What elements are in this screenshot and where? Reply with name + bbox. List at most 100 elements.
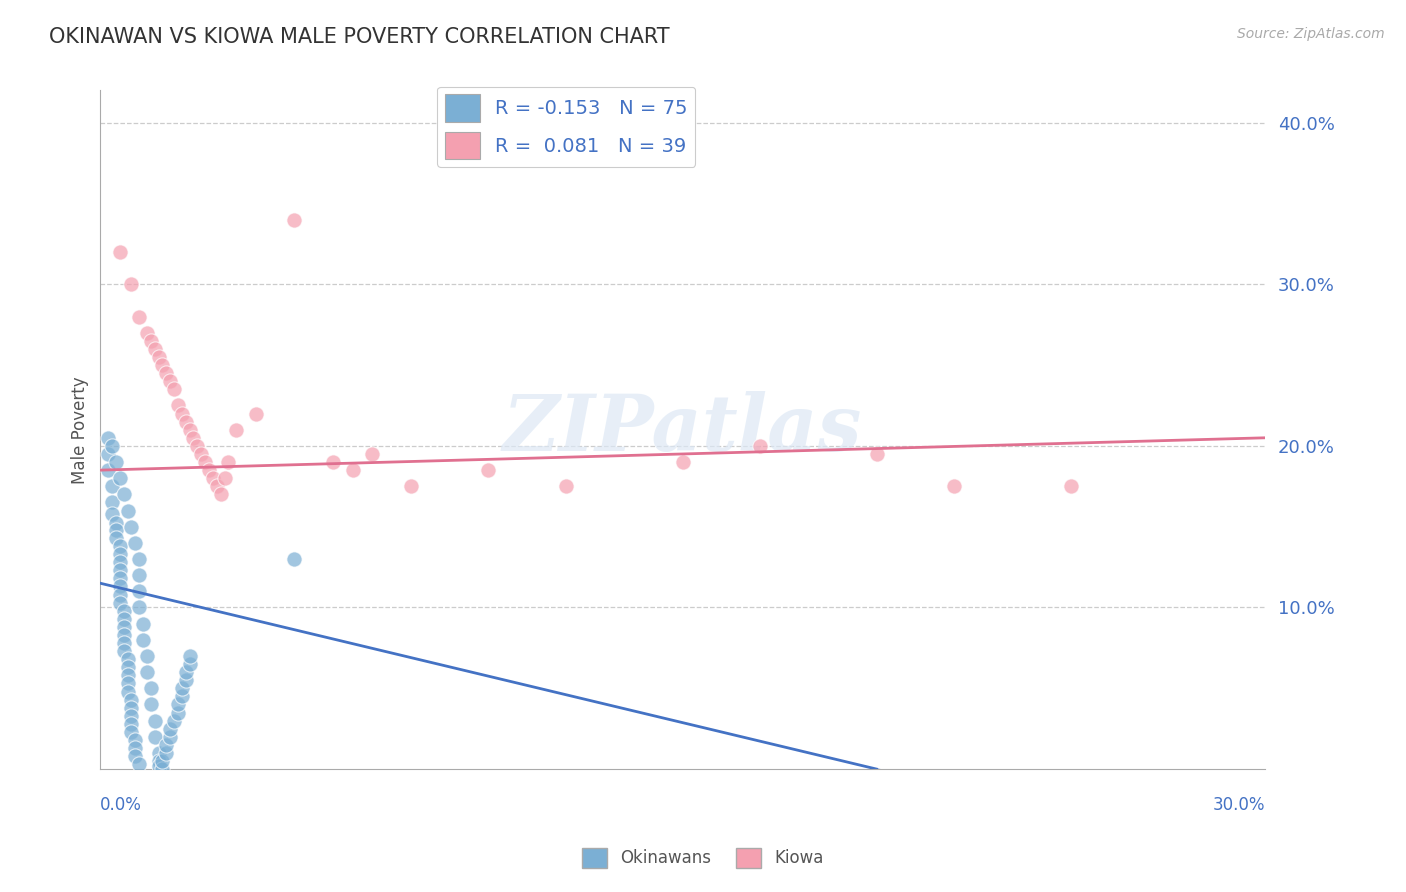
Point (217, 455, 239, 469)
Point (120, 692, 142, 706)
Point (117, 668, 139, 682)
Point (143, 730, 166, 744)
Point (104, 523, 127, 537)
Point (225, 423, 247, 437)
Point (167, 698, 190, 712)
Point (174, 673, 197, 688)
Point (117, 660, 139, 674)
Point (120, 708, 142, 723)
Point (101, 507, 124, 521)
Point (143, 342, 166, 356)
Point (120, 700, 142, 714)
Point (124, 749, 146, 764)
Point (128, 552, 150, 566)
Point (117, 684, 139, 698)
Point (135, 326, 157, 340)
Point (159, 374, 181, 388)
Point (112, 604, 135, 618)
Point (132, 616, 155, 631)
Point (214, 471, 236, 485)
Y-axis label: Male Poverty: Male Poverty (72, 376, 89, 483)
Point (108, 571, 131, 585)
Point (342, 463, 364, 477)
Point (283, 212, 305, 227)
Point (943, 479, 966, 493)
Point (135, 648, 157, 663)
Point (148, 754, 170, 768)
Point (104, 531, 127, 545)
Point (139, 698, 162, 712)
Point (108, 588, 131, 602)
Point (124, 741, 146, 756)
Point (148, 759, 170, 773)
Point (120, 725, 142, 739)
Text: Source: ZipAtlas.com: Source: ZipAtlas.com (1237, 27, 1385, 41)
Point (97, 463, 120, 477)
Point (108, 471, 131, 485)
Point (108, 539, 131, 553)
Point (108, 579, 131, 593)
Point (112, 636, 135, 650)
Point (155, 746, 177, 760)
Point (155, 738, 177, 752)
Point (190, 447, 212, 461)
Point (163, 382, 186, 396)
Point (108, 596, 131, 610)
Point (132, 632, 155, 647)
Point (174, 665, 197, 680)
Point (148, 746, 170, 760)
Point (170, 690, 193, 704)
Point (104, 455, 127, 469)
Point (101, 439, 124, 453)
Point (865, 447, 887, 461)
Point (108, 244, 131, 259)
Point (97, 447, 120, 461)
Point (671, 455, 693, 469)
Point (112, 612, 135, 626)
Point (152, 762, 174, 776)
Point (322, 455, 344, 469)
Point (152, 358, 174, 372)
Point (148, 350, 170, 364)
Point (167, 706, 190, 720)
Point (183, 431, 205, 445)
Point (159, 730, 181, 744)
Point (477, 463, 499, 477)
Point (108, 555, 131, 569)
Point (117, 503, 139, 517)
Point (139, 334, 162, 348)
Point (112, 620, 135, 634)
Point (1059, 479, 1081, 493)
Point (179, 657, 201, 671)
Point (120, 716, 142, 731)
Point (159, 722, 181, 736)
Point (101, 479, 124, 493)
Point (179, 423, 201, 437)
Point (143, 714, 166, 728)
Point (128, 600, 150, 615)
Point (205, 479, 228, 493)
Point (128, 584, 150, 599)
Point (152, 754, 174, 768)
Point (245, 407, 267, 421)
Legend: R = -0.153   N = 75, R =  0.081   N = 39: R = -0.153 N = 75, R = 0.081 N = 39 (437, 87, 696, 167)
Point (124, 733, 146, 747)
Point (209, 487, 232, 501)
Text: 0.0%: 0.0% (100, 797, 142, 814)
Point (112, 628, 135, 642)
Point (179, 648, 201, 663)
Legend: Okinawans, Kiowa: Okinawans, Kiowa (575, 841, 831, 875)
Point (163, 714, 186, 728)
Text: ZIPatlas: ZIPatlas (503, 392, 862, 468)
Point (97, 431, 120, 445)
Point (399, 479, 422, 493)
Point (120, 519, 142, 533)
Point (104, 516, 127, 531)
Point (155, 366, 177, 380)
Point (749, 439, 772, 453)
Point (555, 479, 578, 493)
Point (128, 568, 150, 582)
Point (112, 487, 135, 501)
Point (139, 681, 162, 696)
Point (128, 310, 150, 324)
